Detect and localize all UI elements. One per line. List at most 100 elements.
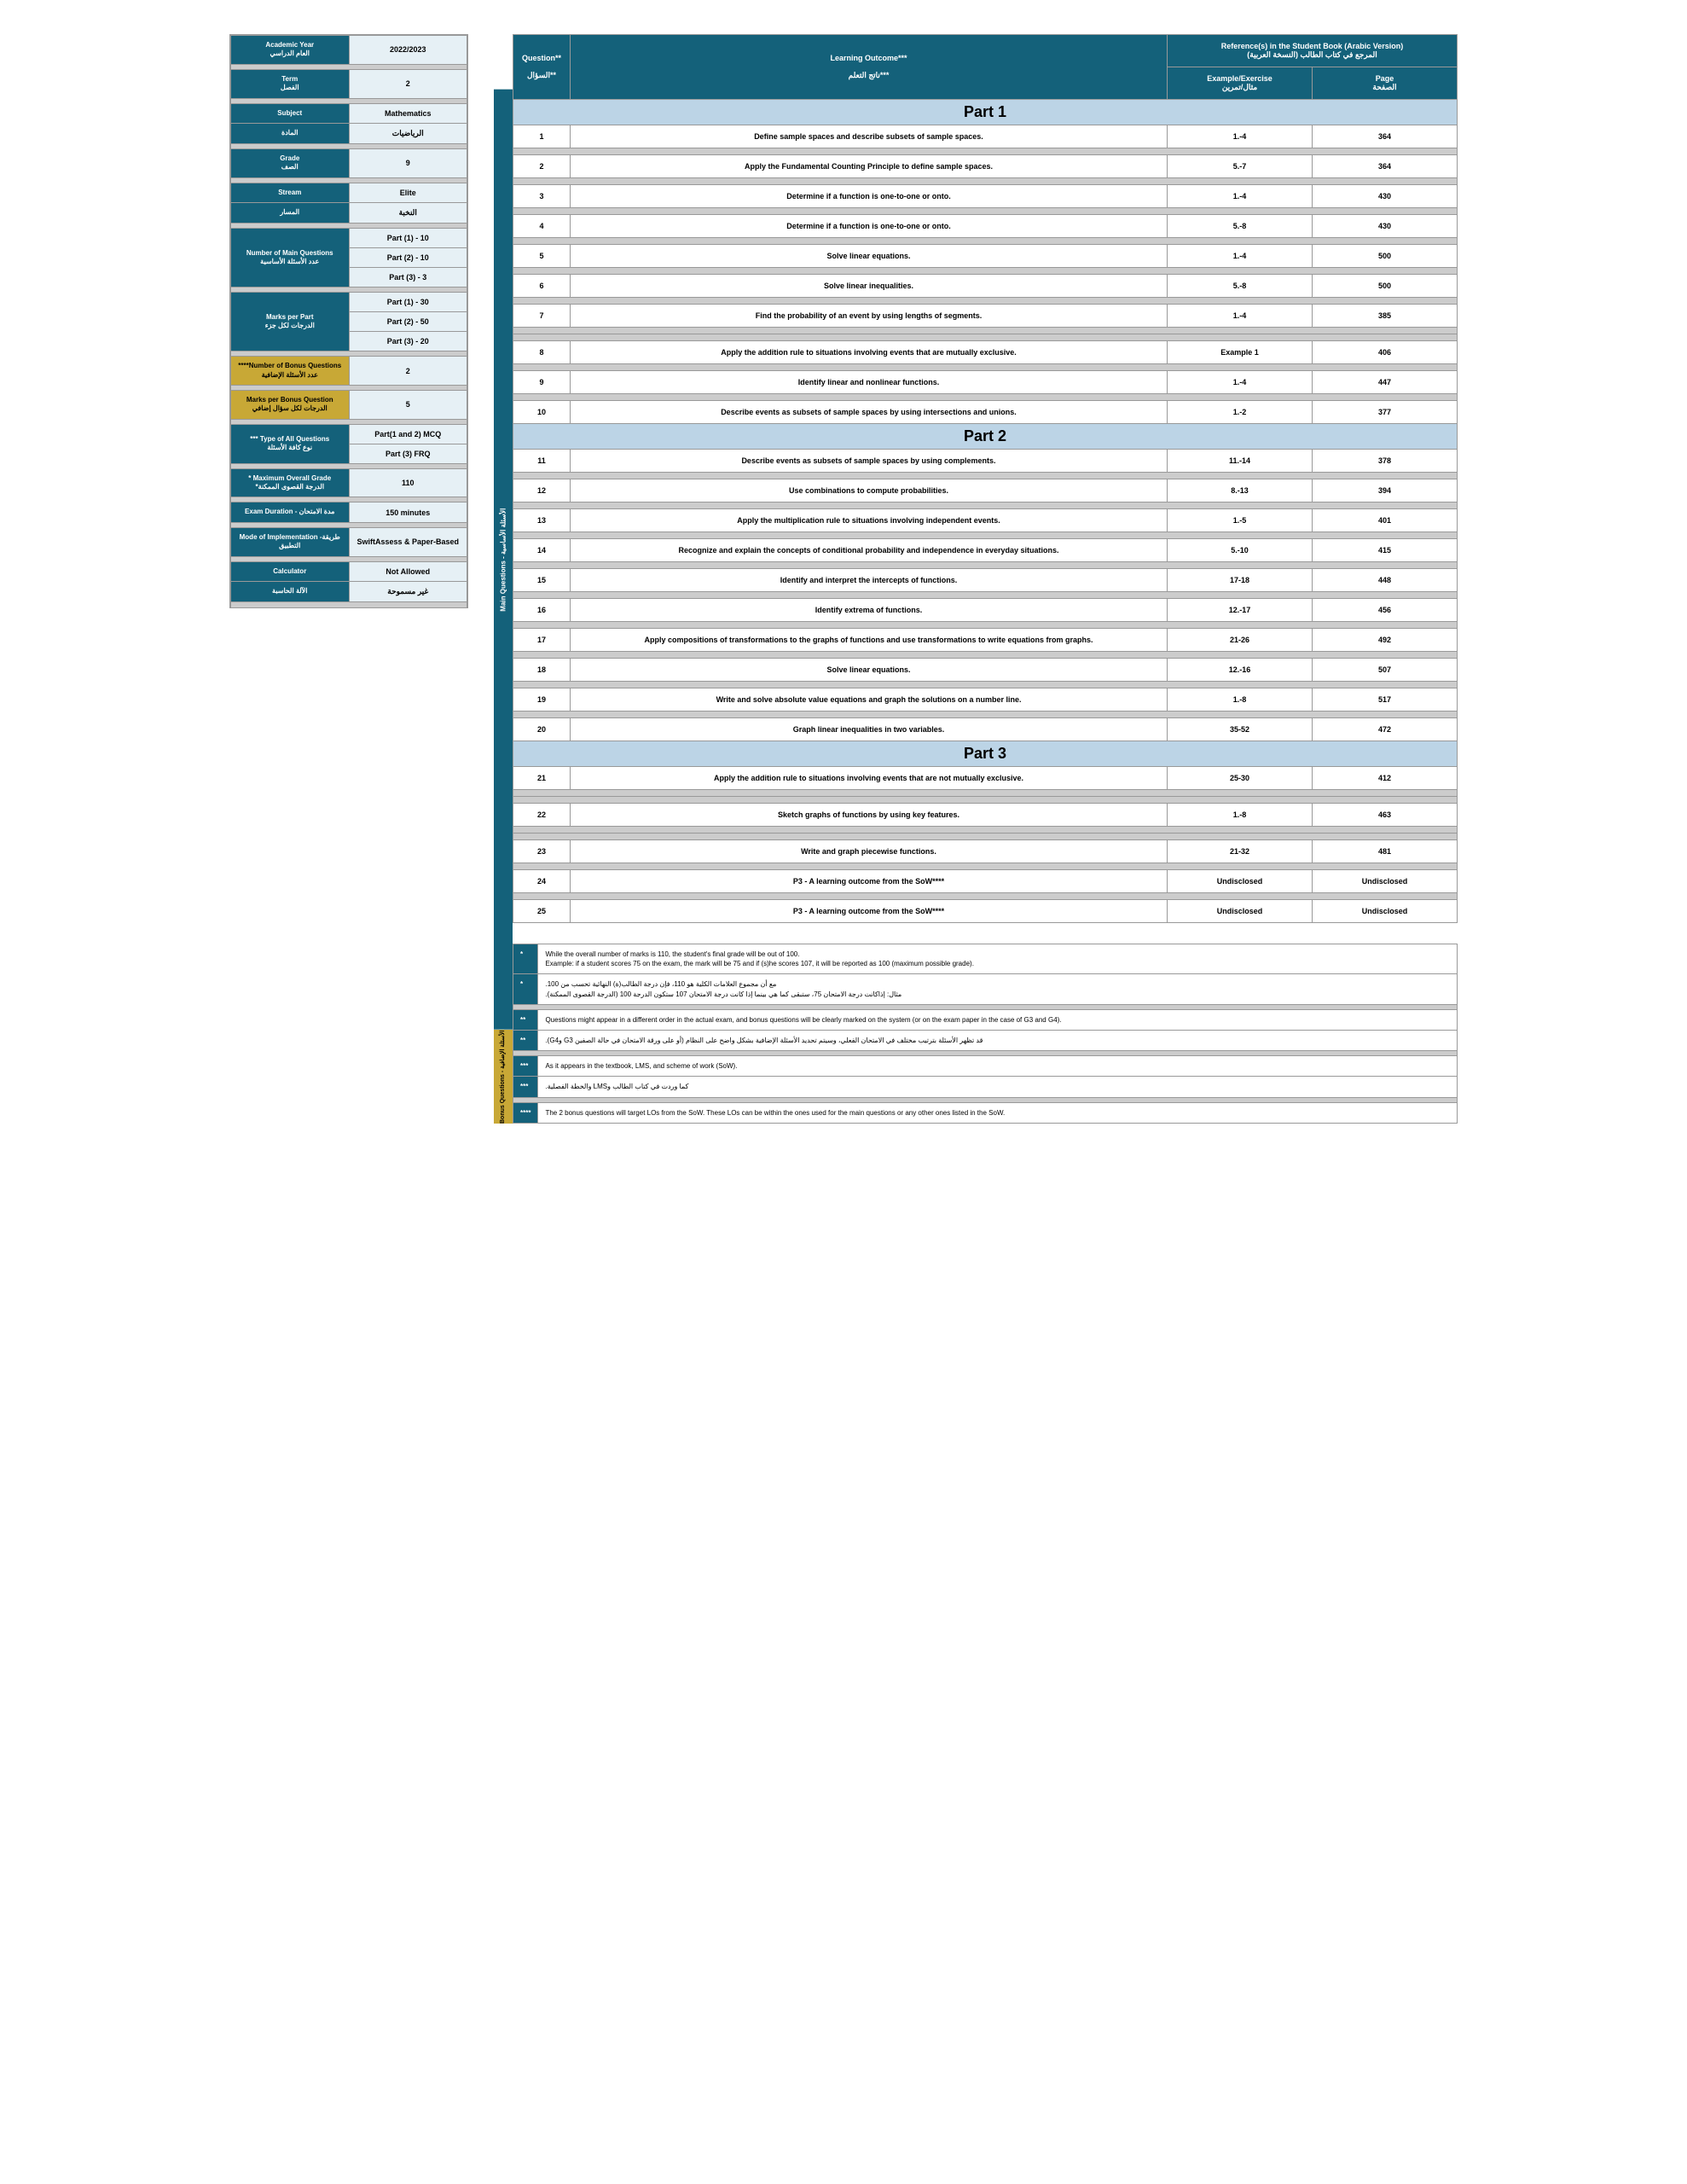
sidebar-value: 2022/2023 xyxy=(349,36,467,65)
note-text: The 2 bonus questions will target LOs fr… xyxy=(538,1102,1458,1123)
sidebar-label: ****Number of Bonus Questionsعدد الأسئلة… xyxy=(231,357,350,386)
learning-outcome: P3 - A learning outcome from the SoW**** xyxy=(571,870,1168,893)
sidebar-label: Gradeالصف xyxy=(231,148,350,177)
sidebar-label: الآلة الحاسبة xyxy=(231,582,350,602)
sidebar-value: Part (1) - 10 xyxy=(349,229,467,248)
example-ref: 1.-4 xyxy=(1168,305,1313,328)
page-ref: 517 xyxy=(1313,688,1458,712)
sidebar-label: Mode of Implementation -طريقة التطبيق xyxy=(231,527,350,556)
hdr-question-en: Question** xyxy=(522,54,561,62)
question-number: 9 xyxy=(513,371,571,394)
part-heading: Part 2 xyxy=(513,424,1458,450)
part-heading: Part 1 xyxy=(513,100,1458,125)
hdr-ex-en: Example/Exercise xyxy=(1207,74,1272,83)
sidebar-label: Stream xyxy=(231,183,350,202)
learning-outcome: Identify linear and nonlinear functions. xyxy=(571,371,1168,394)
note-text: كما وردت في كتاب الطالب وLMS والخطة الفص… xyxy=(538,1077,1458,1097)
page-ref: 364 xyxy=(1313,155,1458,178)
sidebar-label: Termالفصل xyxy=(231,69,350,98)
page-ref: 456 xyxy=(1313,599,1458,622)
question-number: 25 xyxy=(513,900,571,923)
page-ref: 472 xyxy=(1313,718,1458,741)
sidebar-value: 150 minutes xyxy=(349,502,467,522)
learning-outcome: Apply the multiplication rule to situati… xyxy=(571,509,1168,532)
sidebar-label: المادة xyxy=(231,123,350,143)
learning-outcome: Solve linear equations. xyxy=(571,245,1168,268)
example-ref: 12.-16 xyxy=(1168,659,1313,682)
hdr-pg-en: Page xyxy=(1376,74,1394,83)
page-ref: Undisclosed xyxy=(1313,900,1458,923)
sidebar-value: Elite xyxy=(349,183,467,202)
learning-outcome: Write and graph piecewise functions. xyxy=(571,840,1168,863)
learning-outcome: Determine if a function is one-to-one or… xyxy=(571,215,1168,238)
example-ref: 5.-10 xyxy=(1168,539,1313,562)
sidebar-value: 2 xyxy=(349,69,467,98)
learning-outcome: Write and solve absolute value equations… xyxy=(571,688,1168,712)
note-text: While the overall number of marks is 110… xyxy=(538,944,1458,974)
hdr-lo-ar: ناتج التعلم*** xyxy=(849,71,890,79)
example-ref: 1.-4 xyxy=(1168,371,1313,394)
example-ref: 1.-5 xyxy=(1168,509,1313,532)
sidebar-value: النخبة xyxy=(349,203,467,224)
question-number: 21 xyxy=(513,767,571,790)
question-number: 14 xyxy=(513,539,571,562)
sidebar-value: Part(1 and 2) MCQ xyxy=(349,424,467,444)
note-marker: *** xyxy=(513,1056,538,1077)
sidebar-value: Mathematics xyxy=(349,103,467,123)
page-ref: 500 xyxy=(1313,245,1458,268)
question-number: 13 xyxy=(513,509,571,532)
learning-outcome: Describe events as subsets of sample spa… xyxy=(571,450,1168,473)
sidebar-value: الرياضيات xyxy=(349,123,467,143)
page-ref: 448 xyxy=(1313,569,1458,592)
page-ref: 415 xyxy=(1313,539,1458,562)
sidebar-value: 2 xyxy=(349,357,467,386)
learning-outcome: Identify and interpret the intercepts of… xyxy=(571,569,1168,592)
page-ref: 406 xyxy=(1313,341,1458,364)
question-number: 3 xyxy=(513,185,571,208)
note-marker: ** xyxy=(513,1030,538,1050)
example-ref: 5.-8 xyxy=(1168,275,1313,298)
example-ref: Undisclosed xyxy=(1168,870,1313,893)
learning-outcome: Recognize and explain the concepts of co… xyxy=(571,539,1168,562)
learning-outcome: Apply the addition rule to situations in… xyxy=(571,341,1168,364)
note-marker: *** xyxy=(513,1077,538,1097)
page-ref: 385 xyxy=(1313,305,1458,328)
question-number: 5 xyxy=(513,245,571,268)
sidebar-value: Part (2) - 50 xyxy=(349,312,467,332)
sidebar-value: 5 xyxy=(349,390,467,419)
question-number: 22 xyxy=(513,804,571,827)
question-number: 23 xyxy=(513,840,571,863)
page-ref: 378 xyxy=(1313,450,1458,473)
learning-outcome: P3 - A learning outcome from the SoW**** xyxy=(571,900,1168,923)
example-ref: 1.-8 xyxy=(1168,688,1313,712)
question-number: 1 xyxy=(513,125,571,148)
page-ref: 507 xyxy=(1313,659,1458,682)
learning-outcome: Apply compositions of transformations to… xyxy=(571,629,1168,652)
vertical-tab-bonus: Bonus Questions - الأسئلة الإضافية xyxy=(494,1030,513,1124)
example-ref: 12.-17 xyxy=(1168,599,1313,622)
learning-outcome: Use combinations to compute probabilitie… xyxy=(571,479,1168,502)
sidebar-value: Part (1) - 30 xyxy=(349,293,467,312)
sidebar-label: Academic Yearالعام الدراسي xyxy=(231,36,350,65)
example-ref: 1.-8 xyxy=(1168,804,1313,827)
part-heading: Part 3 xyxy=(513,741,1458,767)
sidebar-label: Calculator xyxy=(231,561,350,581)
example-ref: 5.-7 xyxy=(1168,155,1313,178)
sidebar-value: Part (3) - 3 xyxy=(349,268,467,288)
learning-outcome: Describe events as subsets of sample spa… xyxy=(571,401,1168,424)
example-ref: 1.-4 xyxy=(1168,125,1313,148)
example-ref: 17-18 xyxy=(1168,569,1313,592)
question-number: 10 xyxy=(513,401,571,424)
learning-outcome: Apply the addition rule to situations in… xyxy=(571,767,1168,790)
info-sidebar: Academic Yearالعام الدراسي2022/2023 Termا… xyxy=(229,34,468,608)
question-number: 24 xyxy=(513,870,571,893)
example-ref: 8.-13 xyxy=(1168,479,1313,502)
hdr-question-ar: السؤال** xyxy=(527,71,556,79)
learning-outcome: Determine if a function is one-to-one or… xyxy=(571,185,1168,208)
sidebar-value: Part (3) - 20 xyxy=(349,332,467,351)
footnotes: *While the overall number of marks is 11… xyxy=(513,944,1458,1124)
sidebar-label: Marks per Bonus Questionالدرجات لكل سؤال… xyxy=(231,390,350,419)
hdr-ex-ar: مثال/تمرين xyxy=(1222,83,1257,91)
sidebar-value: SwiftAssess & Paper-Based xyxy=(349,527,467,556)
sidebar-label: * Maximum Overall Grade*الدرجة القصوى ال… xyxy=(231,468,350,497)
